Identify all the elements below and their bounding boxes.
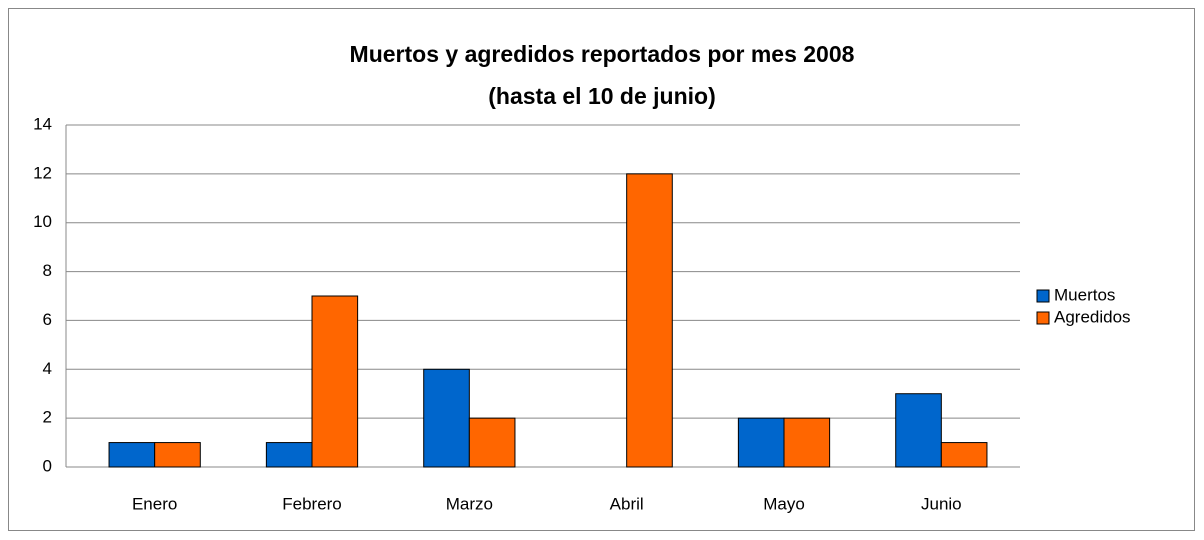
- y-tick-label: 6: [43, 310, 52, 329]
- y-tick-label: 10: [33, 212, 52, 231]
- legend-label: Muertos: [1054, 285, 1115, 304]
- bar: [108, 442, 156, 468]
- x-tick-label: Abril: [610, 494, 644, 513]
- x-tick-label: Febrero: [282, 494, 342, 513]
- y-tick-label: 2: [43, 408, 52, 427]
- chart-border: [8, 8, 1195, 531]
- legend-swatch: [1036, 311, 1050, 325]
- chart-subtitle: (hasta el 10 de junio): [488, 83, 716, 109]
- chart-title: Muertos y agredidos reportados por mes 2…: [350, 41, 855, 67]
- x-tick-label: Marzo: [446, 494, 493, 513]
- bar: [737, 417, 785, 468]
- legend-swatch: [1036, 289, 1050, 303]
- bar: [311, 295, 359, 468]
- bar: [468, 417, 516, 468]
- bar: [940, 442, 988, 468]
- y-tick-label: 8: [43, 261, 52, 280]
- bar: [265, 442, 313, 468]
- y-tick-label: 14: [33, 114, 52, 133]
- bar: [783, 417, 831, 468]
- bar: [423, 368, 470, 468]
- x-tick-label: Enero: [132, 494, 177, 513]
- x-tick-label: Mayo: [763, 494, 805, 513]
- bar: [626, 173, 673, 468]
- x-tick-label: Junio: [921, 494, 962, 513]
- legend-label: Agredidos: [1054, 307, 1131, 326]
- y-tick-label: 4: [43, 359, 52, 378]
- y-tick-label: 12: [33, 163, 52, 182]
- y-tick-label: 0: [43, 456, 52, 475]
- bar: [895, 393, 942, 468]
- bar: [154, 442, 201, 468]
